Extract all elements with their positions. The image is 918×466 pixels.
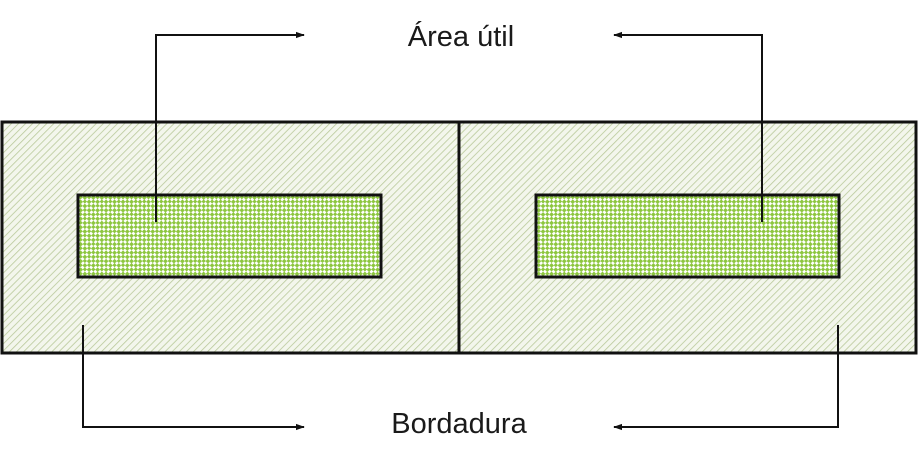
useful-area-right: [534, 193, 841, 279]
border-arrow-right: [613, 325, 839, 431]
useful-area-arrow-left: [155, 31, 305, 222]
useful-area-label: Área útil: [408, 20, 514, 53]
plot-right: [457, 120, 918, 355]
useful-area-arrow-right: [613, 31, 763, 222]
border-label: Bordadura: [391, 408, 527, 440]
plot-left: [0, 120, 461, 355]
border-arrow-left: [82, 325, 305, 431]
useful-area-left: [76, 193, 383, 279]
